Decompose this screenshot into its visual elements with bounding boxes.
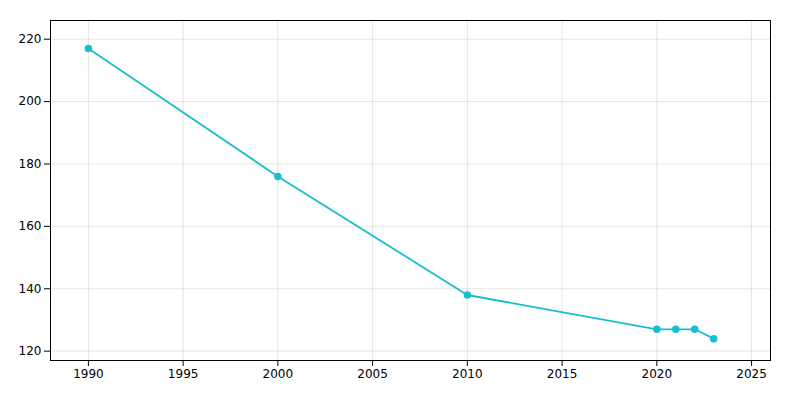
- svg-text:2000: 2000: [263, 367, 294, 381]
- svg-text:1995: 1995: [168, 367, 199, 381]
- svg-text:2020: 2020: [642, 367, 673, 381]
- svg-text:180: 180: [19, 157, 42, 171]
- svg-text:2005: 2005: [357, 367, 388, 381]
- svg-text:200: 200: [19, 94, 42, 108]
- svg-text:140: 140: [19, 282, 42, 296]
- svg-text:2015: 2015: [547, 367, 578, 381]
- svg-text:2025: 2025: [736, 367, 767, 381]
- svg-text:220: 220: [19, 32, 42, 46]
- svg-text:120: 120: [19, 344, 42, 358]
- svg-text:1990: 1990: [73, 367, 104, 381]
- svg-text:2010: 2010: [452, 367, 483, 381]
- svg-text:160: 160: [19, 219, 42, 233]
